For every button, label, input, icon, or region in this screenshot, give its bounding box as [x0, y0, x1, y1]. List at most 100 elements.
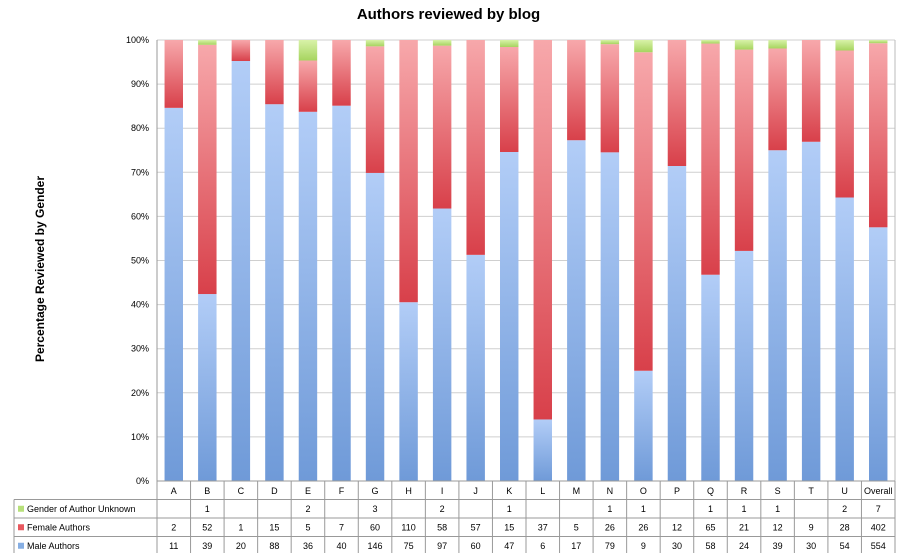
data-label: 402 [871, 522, 886, 532]
bar-segment [634, 52, 653, 371]
y-tick-label: 20% [131, 388, 149, 398]
data-label: 39 [773, 541, 783, 551]
bar-segment [332, 105, 351, 482]
data-label: 554 [871, 541, 886, 551]
data-label: 36 [303, 541, 313, 551]
bar-segment [634, 40, 653, 53]
x-tick-label: K [506, 486, 512, 496]
x-tick-label: Overall [864, 486, 893, 496]
y-tick-label: 0% [136, 476, 149, 486]
data-label: 1 [238, 522, 243, 532]
x-tick-label: E [305, 486, 311, 496]
x-tick-label: Q [707, 486, 714, 496]
data-label: 26 [605, 522, 615, 532]
bar-segment [768, 150, 787, 481]
data-label: 24 [739, 541, 749, 551]
bar-segment [701, 43, 720, 275]
data-label: 15 [269, 522, 279, 532]
data-label: 2 [171, 522, 176, 532]
bar-segment [600, 152, 620, 481]
bar-segment [567, 140, 586, 481]
data-label: 1 [205, 504, 210, 514]
x-tick-label: L [540, 486, 545, 496]
x-tick-label: O [640, 486, 647, 496]
bar-segment [466, 40, 485, 255]
x-tick-label: D [271, 486, 278, 496]
bar-segment [734, 250, 754, 481]
bar-segment [466, 254, 485, 481]
bar-segment [164, 107, 183, 481]
bar-segment [298, 111, 318, 481]
x-tick-label: N [607, 486, 614, 496]
bar-segment [768, 40, 787, 49]
data-label: 97 [437, 541, 447, 551]
data-label: 1 [507, 504, 512, 514]
legend-swatch [18, 542, 24, 549]
bar-segment [399, 302, 418, 481]
x-tick-label: I [441, 486, 444, 496]
bar-segment [231, 61, 251, 481]
x-tick-label: F [339, 486, 345, 496]
legend-swatch [18, 505, 24, 512]
x-tick-label: U [841, 486, 848, 496]
y-tick-label: 50% [131, 256, 149, 266]
bar-segment [365, 46, 385, 173]
data-label: 17 [571, 541, 581, 551]
x-tick-label: T [808, 486, 814, 496]
data-label: 7 [339, 522, 344, 532]
y-tick-label: 90% [131, 79, 149, 89]
y-tick-label: 80% [131, 123, 149, 133]
bar-segment [198, 44, 217, 295]
x-tick-label: M [573, 486, 581, 496]
bar-segment [500, 40, 519, 47]
bar-segment [500, 47, 519, 152]
data-label: 1 [775, 504, 780, 514]
bar-segment [265, 40, 284, 105]
x-tick-label: H [405, 486, 412, 496]
y-tick-label: 70% [131, 167, 149, 177]
x-tick-label: C [238, 486, 245, 496]
bar-segment [533, 419, 552, 481]
bar-segment [801, 40, 821, 142]
y-tick-label: 40% [131, 300, 149, 310]
x-tick-label: G [372, 486, 379, 496]
bar-segment [332, 40, 351, 106]
y-tick-label: 30% [131, 344, 149, 354]
data-label: 15 [504, 522, 514, 532]
bar-segment [869, 40, 888, 44]
data-label: 2 [305, 504, 310, 514]
x-tick-label: A [171, 486, 177, 496]
bar-segment [835, 50, 854, 198]
data-label: 2 [440, 504, 445, 514]
bar-segment [835, 40, 854, 51]
x-tick-label: B [204, 486, 210, 496]
bar-segment [701, 274, 720, 481]
data-label: 28 [840, 522, 850, 532]
bar-segment [298, 60, 318, 112]
legend-swatch [18, 524, 24, 531]
bar-segment [734, 49, 754, 251]
data-label: 12 [773, 522, 783, 532]
bar-segment [432, 40, 452, 46]
bar-segment [801, 141, 821, 481]
bar-segment [634, 370, 653, 481]
bar-segment [298, 40, 318, 61]
bar-segment [567, 40, 586, 141]
bar-segment [533, 40, 552, 420]
y-tick-label: 100% [126, 35, 149, 45]
y-tick-label: 10% [131, 432, 149, 442]
data-label: 12 [672, 522, 682, 532]
bar-segment [701, 40, 720, 44]
y-tick-label: 60% [131, 211, 149, 221]
data-label: 58 [705, 541, 715, 551]
data-label: 6 [540, 541, 545, 551]
x-tick-label: R [741, 486, 748, 496]
data-label: 20 [236, 541, 246, 551]
data-label: 146 [368, 541, 383, 551]
data-label: 1 [708, 504, 713, 514]
legend-entry: Gender of Author Unknown [27, 504, 136, 514]
data-label: 60 [471, 541, 481, 551]
bar-segment [667, 166, 687, 481]
